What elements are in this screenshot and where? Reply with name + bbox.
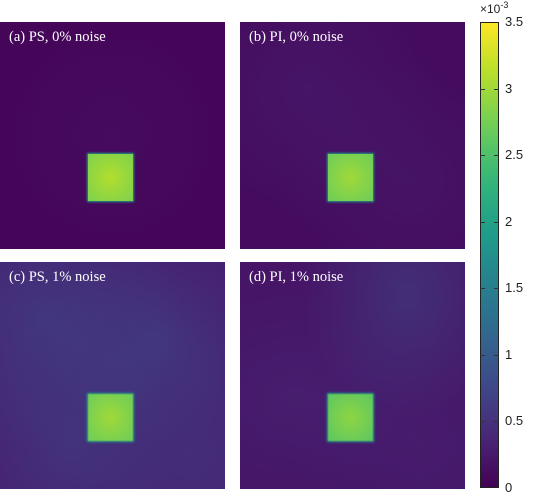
colorbar-tick-label: 1 bbox=[505, 346, 513, 362]
colorbar-tick-mark bbox=[480, 88, 485, 90]
colorbar-tick-mark bbox=[494, 155, 499, 157]
colorbar-tick-mark bbox=[494, 354, 499, 356]
colorbar-tick-mark bbox=[494, 88, 499, 90]
heatmap-panel-ps-1-noise: (c) PS, 1% noise bbox=[0, 262, 225, 489]
colorbar-tick-label: 3.5 bbox=[505, 14, 524, 29]
panel-label: (d) PI, 1% noise bbox=[249, 269, 344, 285]
panel-label: (a) PS, 0% noise bbox=[9, 29, 106, 45]
heatmap-panel-ps-0-noise: (a) PS, 0% noise bbox=[0, 22, 225, 249]
colorbar-exponent: ×10-3 bbox=[480, 0, 508, 16]
colorbar-tick-mark bbox=[480, 354, 485, 356]
background-haze bbox=[0, 262, 225, 489]
colorbar-tick-label: 1.5 bbox=[505, 280, 524, 296]
background-haze bbox=[0, 22, 225, 249]
colorbar-exponent-base: ×10 bbox=[480, 2, 501, 16]
panel-label: (b) PI, 0% noise bbox=[249, 29, 344, 45]
colorbar-tick-mark bbox=[480, 221, 485, 223]
colorbar-tick-mark bbox=[480, 421, 485, 423]
colorbar-tick-mark bbox=[480, 288, 485, 290]
colorbar-tick-label: 2.5 bbox=[505, 147, 524, 163]
colorbar-tick-label: 0.5 bbox=[505, 413, 524, 429]
reconstructed-square bbox=[328, 394, 373, 441]
reconstructed-square bbox=[328, 154, 373, 201]
colorbar-tick-mark bbox=[494, 221, 499, 223]
colorbar bbox=[480, 22, 499, 488]
colorbar-tick-label: 0 bbox=[505, 480, 513, 495]
panel-label: (c) PS, 1% noise bbox=[9, 269, 106, 285]
background-haze bbox=[240, 22, 465, 249]
background-haze bbox=[240, 262, 465, 489]
colorbar-tick-mark bbox=[480, 155, 485, 157]
colorbar-exponent-power: -3 bbox=[500, 0, 509, 10]
colorbar-tick-mark bbox=[494, 288, 499, 290]
colorbar-tick-mark bbox=[494, 421, 499, 423]
heatmap-panel-pi-1-noise: (d) PI, 1% noise bbox=[240, 262, 465, 489]
reconstructed-square bbox=[88, 154, 133, 201]
colorbar-tick-label: 3 bbox=[505, 80, 513, 96]
heatmap-panel-pi-0-noise: (b) PI, 0% noise bbox=[240, 22, 465, 249]
colorbar-tick-label: 2 bbox=[505, 213, 513, 229]
reconstructed-square bbox=[88, 394, 133, 441]
